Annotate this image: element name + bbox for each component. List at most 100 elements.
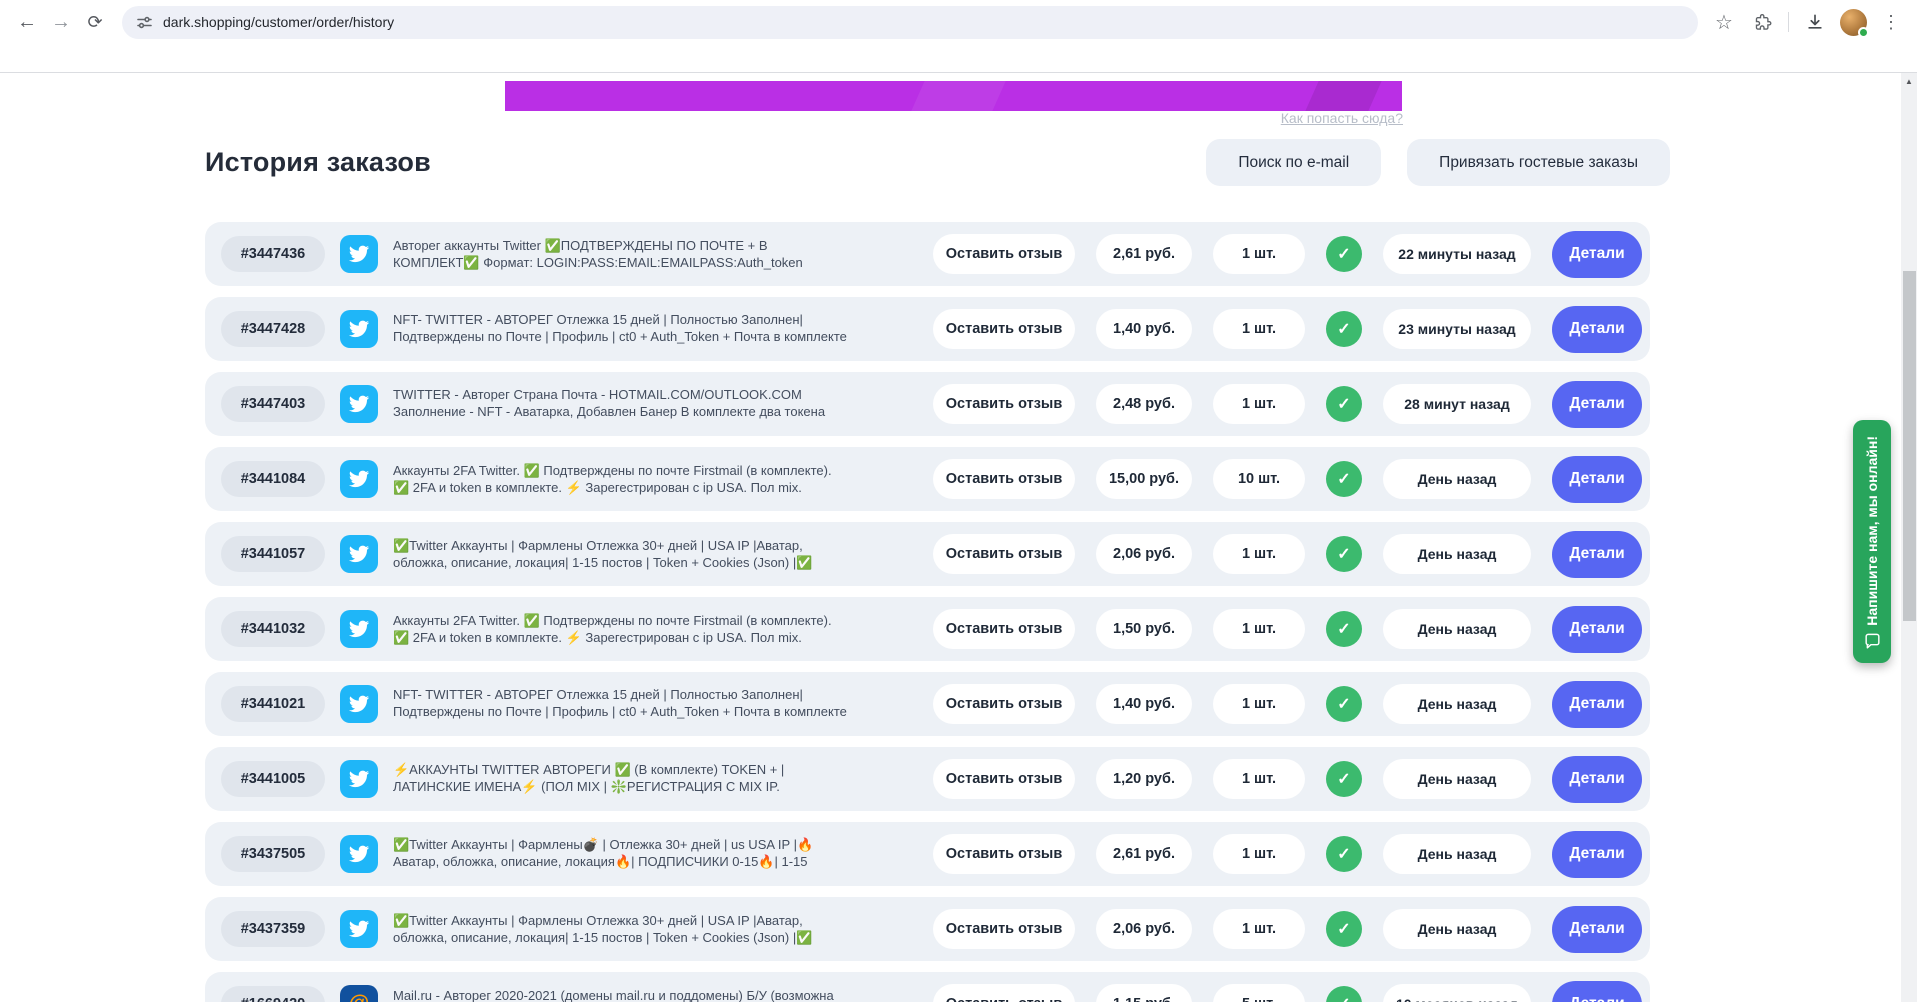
twitter-bird-icon <box>348 395 370 413</box>
details-button[interactable]: Детали <box>1552 455 1642 503</box>
mailru-at-icon: @ <box>349 992 369 1002</box>
order-row: #3437359 ✅Twitter Аккаунты | Фармлены От… <box>205 897 1650 961</box>
download-button[interactable] <box>1799 6 1831 38</box>
browser-reload-button[interactable]: ⟳ <box>78 5 112 39</box>
leave-review-button[interactable]: Оставить отзыв <box>933 234 1075 274</box>
order-id-badge: #3447403 <box>221 386 325 422</box>
details-button[interactable]: Детали <box>1552 605 1642 653</box>
status-check-icon: ✓ <box>1326 611 1362 647</box>
leave-review-button[interactable]: Оставить отзыв <box>933 384 1075 424</box>
avatar <box>1839 8 1869 38</box>
twitter-bird-icon <box>348 770 370 788</box>
leave-review-button[interactable]: Оставить отзыв <box>933 909 1075 949</box>
leave-review-button[interactable]: Оставить отзыв <box>933 309 1075 349</box>
details-button[interactable]: Детали <box>1552 905 1642 953</box>
twitter-icon <box>340 310 378 348</box>
order-price: 1,40 руб. <box>1096 309 1192 349</box>
browser-forward-button[interactable]: → <box>44 5 78 39</box>
leave-review-button[interactable]: Оставить отзыв <box>933 534 1075 574</box>
order-description: Аккаунты 2FA Twitter. ✅ Подтверждены по … <box>393 612 832 645</box>
leave-review-button[interactable]: Оставить отзыв <box>933 459 1075 499</box>
search-by-email-button[interactable]: Поиск по e-mail <box>1206 139 1382 186</box>
status-check-icon: ✓ <box>1326 461 1362 497</box>
twitter-icon <box>340 610 378 648</box>
order-quantity: 10 шт. <box>1213 459 1305 499</box>
twitter-icon <box>340 385 378 423</box>
toolbar-divider <box>1788 12 1789 32</box>
status-check-icon: ✓ <box>1326 761 1362 797</box>
order-time: День назад <box>1383 684 1531 724</box>
page-content: Как попасть сюда? История заказов Поиск … <box>0 73 1917 1002</box>
leave-review-button[interactable]: Оставить отзыв <box>933 834 1075 874</box>
link-guest-orders-button[interactable]: Привязать гостевые заказы <box>1407 139 1670 186</box>
details-button[interactable]: Детали <box>1552 230 1642 278</box>
details-button[interactable]: Детали <box>1552 830 1642 878</box>
details-button[interactable]: Детали <box>1552 980 1642 1002</box>
order-row: #3447428 NFT- TWITTER - АВТОРЕГ Отлежка … <box>205 297 1650 361</box>
details-button[interactable]: Детали <box>1552 380 1642 428</box>
browser-toolbar: ← → ⟳ dark.shopping/customer/order/histo… <box>0 0 1917 44</box>
leave-review-button[interactable]: Оставить отзыв <box>933 759 1075 799</box>
promo-banner[interactable] <box>505 81 1402 111</box>
details-button[interactable]: Детали <box>1552 755 1642 803</box>
order-quantity: 1 шт. <box>1213 534 1305 574</box>
order-description: NFT- TWITTER - АВТОРЕГ Отлежка 15 дней |… <box>393 312 847 347</box>
order-row: #3441021 NFT- TWITTER - АВТОРЕГ Отлежка … <box>205 672 1650 736</box>
order-price: 2,61 руб. <box>1096 234 1192 274</box>
site-settings-icon[interactable] <box>136 14 153 31</box>
order-row: #3441032 Аккаунты 2FA Twitter. ✅ Подтвер… <box>205 597 1650 661</box>
order-description: NFT- TWITTER - АВТОРЕГ Отлежка 15 дней |… <box>393 687 847 722</box>
twitter-bird-icon <box>348 470 370 488</box>
order-time: День назад <box>1383 609 1531 649</box>
order-quantity: 1 шт. <box>1213 759 1305 799</box>
scrollbar-up-button[interactable]: ▲ <box>1905 76 1913 86</box>
order-id-badge: #3447436 <box>221 236 325 272</box>
mailru-icon: @ <box>340 985 378 1002</box>
order-id-badge: #3441084 <box>221 461 325 497</box>
order-time: 28 минут назад <box>1383 384 1531 424</box>
order-id-badge: #3441005 <box>221 761 325 797</box>
order-price: 2,48 руб. <box>1096 384 1192 424</box>
twitter-bird-icon <box>348 620 370 638</box>
status-check-icon: ✓ <box>1326 986 1362 1002</box>
order-price: 2,06 руб. <box>1096 909 1192 949</box>
extensions-button[interactable] <box>1746 6 1778 38</box>
order-price: 2,06 руб. <box>1096 534 1192 574</box>
order-quantity: 1 шт. <box>1213 609 1305 649</box>
browser-back-button[interactable]: ← <box>10 5 44 39</box>
order-time: 10 месяцев назад <box>1383 984 1531 1002</box>
order-quantity: 1 шт. <box>1213 684 1305 724</box>
details-button[interactable]: Детали <box>1552 530 1642 578</box>
twitter-icon <box>340 760 378 798</box>
order-time: День назад <box>1383 759 1531 799</box>
order-description: ⚡АККАУНТЫ TWITTER АВТОРЕГИ ✅ (В комплект… <box>393 762 785 797</box>
leave-review-button[interactable]: Оставить отзыв <box>933 684 1075 724</box>
scrollbar-thumb[interactable] <box>1903 271 1916 621</box>
order-quantity: 1 шт. <box>1213 909 1305 949</box>
details-button[interactable]: Детали <box>1552 305 1642 353</box>
status-check-icon: ✓ <box>1326 911 1362 947</box>
banner-shape <box>906 81 1010 111</box>
order-quantity: 1 шт. <box>1213 234 1305 274</box>
twitter-icon <box>340 910 378 948</box>
order-row: #3441057 ✅Twitter Аккаунты | Фармлены От… <box>205 522 1650 586</box>
url-bar[interactable]: dark.shopping/customer/order/history <box>122 5 1698 39</box>
menu-kebab-button[interactable]: ⋮ <box>1875 6 1907 38</box>
status-check-icon: ✓ <box>1326 836 1362 872</box>
details-button[interactable]: Детали <box>1552 680 1642 728</box>
order-quantity: 1 шт. <box>1213 834 1305 874</box>
order-id-badge: #3441021 <box>221 686 325 722</box>
order-quantity: 1 шт. <box>1213 384 1305 424</box>
puzzle-icon <box>1755 13 1771 30</box>
leave-review-button[interactable]: Оставить отзыв <box>933 609 1075 649</box>
bookmarks-strip <box>0 44 1917 73</box>
status-check-icon: ✓ <box>1326 311 1362 347</box>
order-time: День назад <box>1383 459 1531 499</box>
profile-avatar[interactable] <box>1837 6 1869 38</box>
order-row: #3441084 Аккаунты 2FA Twitter. ✅ Подтвер… <box>205 447 1650 511</box>
chat-widget-button[interactable]: Напишите нам, мы онлайн! <box>1853 420 1891 663</box>
bookmark-star-button[interactable]: ☆ <box>1708 6 1740 38</box>
how-to-get-here-link[interactable]: Как попасть сюда? <box>1280 110 1403 126</box>
scrollbar-track[interactable]: ▲ <box>1901 73 1917 1002</box>
leave-review-button[interactable]: Оставить отзыв <box>933 984 1075 1002</box>
